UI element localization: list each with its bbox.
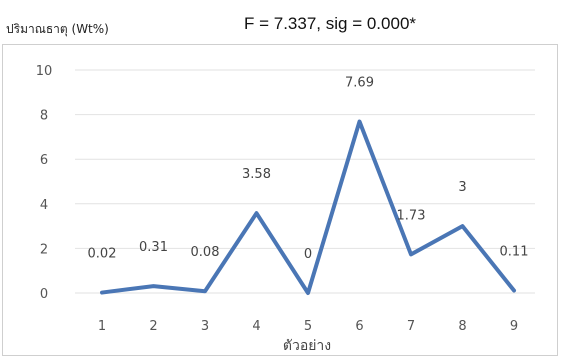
x-tick-label: 3 — [201, 319, 209, 334]
x-tick-label: 9 — [510, 319, 518, 334]
y-tick-label: 2 — [40, 242, 48, 257]
data-labels: 0.02 0.31 0.08 3.58 0 7.69 1.73 3 0.11 — [88, 76, 529, 262]
x-axis-title: ตัวอย่าง — [283, 338, 331, 354]
y-tick-label: 8 — [40, 109, 48, 124]
series-line — [100, 119, 516, 295]
chart-frame — [2, 44, 558, 356]
x-tick-label: 2 — [149, 319, 157, 334]
x-tick-label: 5 — [304, 319, 312, 334]
data-label: 7.69 — [345, 76, 374, 91]
x-tick-label: 4 — [252, 319, 260, 334]
x-tick-label: 6 — [355, 319, 363, 334]
data-label: 1.73 — [397, 208, 426, 223]
statistics-annotation: F = 7.337, sig = 0.000* — [244, 14, 417, 33]
data-label: 0.08 — [191, 245, 220, 260]
data-label: 0.31 — [139, 240, 168, 255]
data-label: 3 — [458, 180, 466, 195]
x-tick-label: 8 — [458, 319, 466, 334]
x-tick-label: 1 — [98, 319, 106, 334]
y-tick-label: 10 — [36, 64, 53, 79]
gridlines — [75, 69, 535, 294]
y-tick-label: 6 — [40, 153, 48, 168]
data-label: 0 — [304, 247, 312, 262]
x-tick-label: 7 — [407, 319, 415, 334]
y-axis-title: ปริมาณธาตุ (Wt%) — [6, 22, 109, 36]
y-tick-label: 4 — [40, 198, 48, 213]
y-tick-label: 0 — [40, 287, 48, 302]
x-axis-ticks: 1 2 3 4 5 6 7 8 9 — [98, 319, 518, 334]
data-label: 3.58 — [242, 167, 271, 182]
y-axis-ticks: 0 2 4 6 8 10 — [36, 64, 53, 302]
data-label: 0.02 — [88, 247, 117, 262]
data-label: 0.11 — [500, 245, 529, 260]
